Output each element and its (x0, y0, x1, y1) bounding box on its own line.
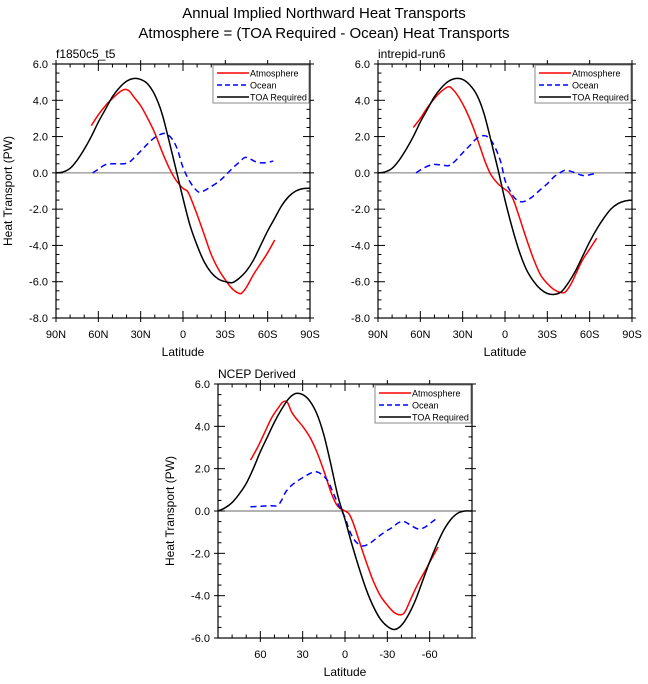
panel-title: f1850c5_t5 (56, 47, 116, 61)
legend: Atmosphere Ocean TOA Required (212, 64, 310, 104)
y-tick-label: -4.0 (351, 240, 370, 252)
series-toa-required (56, 77, 310, 284)
plot-frame (217, 383, 473, 639)
x-tick-label: 0 (180, 329, 186, 341)
y-tick-label: 6.0 (195, 379, 210, 391)
series-group (56, 77, 310, 295)
x-axis-label: Latitude (324, 665, 367, 679)
series-ocean (415, 134, 595, 203)
series-group (218, 392, 472, 631)
x-tick-label: 60S (580, 329, 600, 341)
y-tick-label: 6.0 (355, 59, 370, 71)
y-tick-label: 0.0 (33, 168, 48, 180)
x-tick-label: 30N (131, 329, 151, 341)
y-tick-label: 0.0 (355, 168, 370, 180)
panel-title: intrepid-run6 (378, 47, 446, 61)
legend-label: Ocean (250, 81, 277, 91)
panel-title: NCEP Derived (218, 367, 296, 381)
x-tick-label: 0 (502, 329, 508, 341)
x-tick-label: 60S (258, 329, 278, 341)
x-tick-label: 60N (88, 329, 108, 341)
series-atmosphere (90, 88, 276, 295)
y-tick-label: -8.0 (351, 313, 370, 325)
legend-label: Ocean (572, 81, 599, 91)
series-ocean (250, 471, 439, 547)
x-tick-label: -60 (422, 649, 438, 661)
series-atmosphere (412, 85, 598, 294)
legend-label: Atmosphere (412, 389, 461, 399)
series-toa-required (378, 77, 632, 296)
panel-1: f1850c5_t5 6.0 4.0 2.0 0.0 -2.0 -4.0 -6.0 -8.0 90… (1, 47, 320, 359)
y-tick-label: -8.0 (29, 313, 48, 325)
x-tick-label: 90N (46, 329, 66, 341)
x-tick-label: 30S (216, 329, 236, 341)
legend-label: Ocean (412, 401, 439, 411)
y-tick-label: 4.0 (355, 95, 370, 107)
x-tick-label: 30N (453, 329, 473, 341)
y-tick-label: -6.0 (29, 277, 48, 289)
figure-title: Annual Implied Northward Heat Transports (182, 5, 465, 22)
y-tick-label: -4.0 (29, 240, 48, 252)
x-axis-label: Latitude (484, 345, 527, 359)
x-tick-label: 90N (368, 329, 388, 341)
y-tick-label: -6.0 (351, 277, 370, 289)
y-tick-label: 4.0 (33, 95, 48, 107)
x-tick-label: 30S (538, 329, 558, 341)
panel-2: intrepid-run6 6.0 4.0 2.0 0.0 -2.0 -4.0 -6.0 -8.… (351, 47, 642, 359)
y-tick-label: 2.0 (195, 464, 210, 476)
y-tick-label: -6.0 (191, 633, 210, 645)
x-tick-label: -30 (379, 649, 395, 661)
y-tick-label: 2.0 (33, 132, 48, 144)
figure-subtitle: Atmosphere = (TOA Required - Ocean) Heat… (138, 25, 509, 42)
y-tick-label: -2.0 (351, 204, 370, 216)
plot-frame (55, 63, 311, 319)
y-tick-label: -2.0 (191, 548, 210, 560)
y-tick-label: 6.0 (33, 59, 48, 71)
legend-label: TOA Required (250, 93, 307, 103)
y-tick-label: 2.0 (355, 132, 370, 144)
legend-label: Atmosphere (250, 69, 299, 79)
y-axis-label: Heat Transport (PW) (163, 456, 177, 566)
x-tick-label: 90S (622, 329, 642, 341)
legend: Atmosphere Ocean TOA Required (534, 64, 632, 104)
series-toa-required (218, 392, 472, 631)
x-tick-label: 30 (297, 649, 309, 661)
y-axis-label: Heat Transport (PW) (1, 136, 15, 246)
legend-label: TOA Required (572, 93, 629, 103)
y-tick-label: 0.0 (195, 506, 210, 518)
x-tick-label: 60 (254, 649, 266, 661)
x-tick-label: 0 (342, 649, 348, 661)
legend-label: Atmosphere (572, 69, 621, 79)
series-group (378, 77, 632, 296)
x-tick-label: 60N (410, 329, 430, 341)
y-tick-label: -4.0 (191, 591, 210, 603)
legend: Atmosphere Ocean TOA Required (374, 384, 472, 424)
panel-3: NCEP Derived 6.0 4.0 2.0 0.0 -2.0 -4.0 -6.0 60 30… (163, 367, 476, 679)
x-tick-label: 90S (300, 329, 320, 341)
x-axis-label: Latitude (162, 345, 205, 359)
plot-frame (377, 63, 633, 319)
y-tick-label: 4.0 (195, 421, 210, 433)
legend-label: TOA Required (412, 413, 469, 423)
series-atmosphere (249, 400, 439, 616)
series-ocean (92, 132, 274, 194)
y-tick-label: -2.0 (29, 204, 48, 216)
